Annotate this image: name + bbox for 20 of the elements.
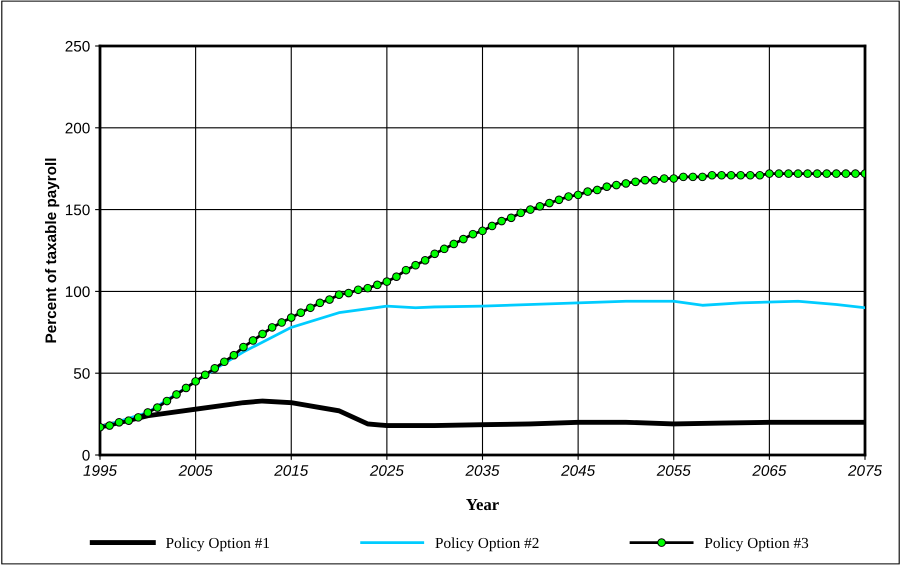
x-tick-label: 2075	[848, 465, 882, 476]
x-tick-label: 2035	[465, 465, 500, 476]
x-tick-label: 2055	[656, 465, 691, 476]
y-tick-label: 100	[66, 286, 90, 298]
x-tick-label: 2065	[752, 465, 786, 476]
x-tick-label: 2015	[274, 465, 308, 476]
x-tick-label: 1995	[83, 465, 118, 476]
y-tick-label: 200	[66, 122, 90, 134]
legend-label: Policy Option #3	[704, 537, 808, 552]
y-tick-label: 250	[66, 40, 90, 52]
legend-label: Policy Option #1	[166, 537, 270, 552]
y-tick-label: 150	[66, 204, 90, 216]
x-tick-label: 2005	[178, 465, 213, 476]
x-tick-label: 2025	[370, 465, 404, 476]
y-tick-label: 0	[82, 450, 90, 461]
y-tick-label: 50	[74, 368, 90, 379]
x-tick-label: 2045	[561, 465, 596, 476]
legend-label: Policy Option #2	[435, 537, 539, 552]
y-axis-title: Percent of taxable payroll	[44, 158, 60, 342]
x-axis-title: Year	[466, 499, 499, 510]
